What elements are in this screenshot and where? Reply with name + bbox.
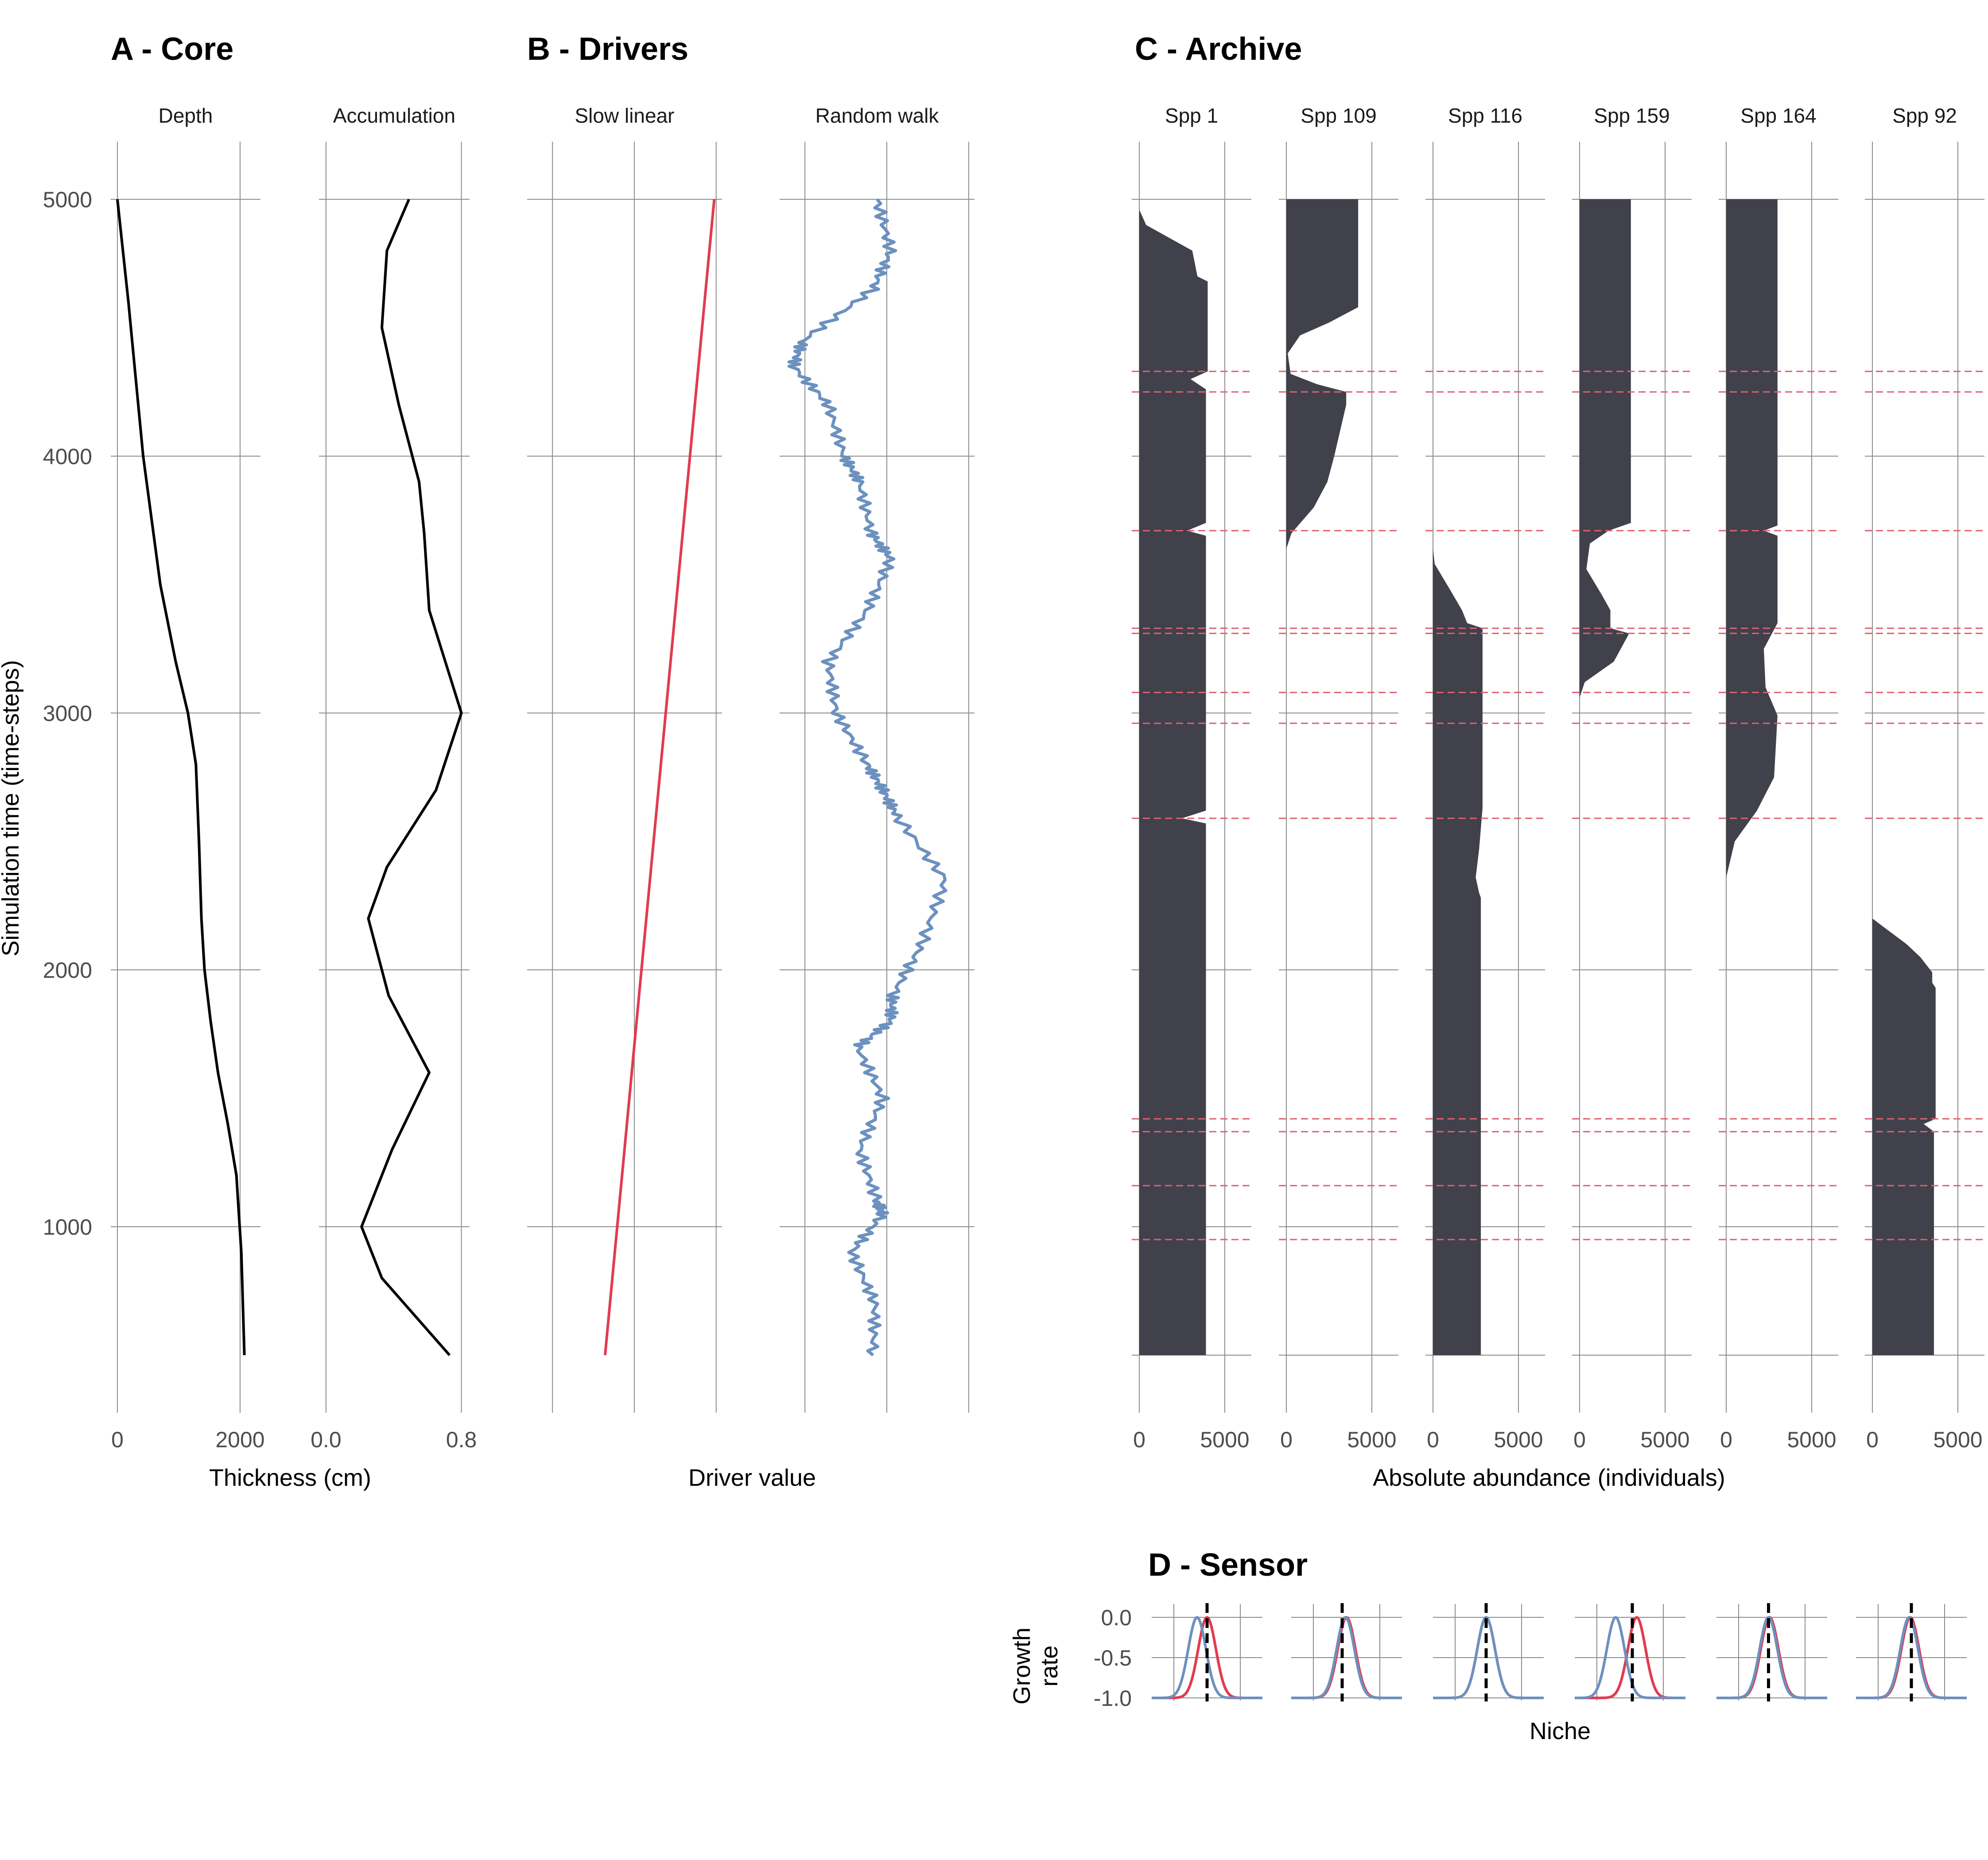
archive-spp-109-x-tick-label-0: 0 <box>1280 1427 1293 1452</box>
sensor-spp-116-curve-blue <box>1433 1616 1544 1699</box>
sensor-spp-159-curve-blue <box>1574 1616 1686 1699</box>
sensor-y-tick-label-1: -0.5 <box>1094 1646 1132 1670</box>
archive-spp-159-x-tick-label-1: 5000 <box>1640 1427 1689 1452</box>
sensor-spp-164-curve-blue <box>1716 1616 1828 1699</box>
drivers-slow-linear-strip-label: Slow linear <box>575 104 675 127</box>
archive-spp-1-x-tick-label-0: 0 <box>1133 1427 1145 1452</box>
sensor-x-axis-title: Niche <box>1530 1718 1591 1744</box>
archive-spp-109-abundance-area <box>1286 199 1359 549</box>
archive-spp-116-x-tick-label-1: 5000 <box>1494 1427 1543 1452</box>
archive-x-axis-title: Absolute abundance (individuals) <box>1373 1465 1725 1491</box>
core-x-axis-title: Thickness (cm) <box>209 1465 371 1491</box>
core-accumulation-x-tick-label-0: 0.0 <box>311 1427 342 1452</box>
sensor-panel-title: D - Sensor <box>1148 1547 1308 1583</box>
core-depth-x-tick-label-0: 0 <box>111 1427 124 1452</box>
archive-spp-92-x-tick-label-0: 0 <box>1866 1427 1879 1452</box>
y-tick-label-2000: 2000 <box>43 958 92 983</box>
core-depth-line <box>116 199 246 1356</box>
archive-spp-1-strip-label: Spp 1 <box>1165 104 1218 127</box>
archive-spp-92-abundance-area <box>1872 918 1936 1355</box>
y-tick-label-5000: 5000 <box>43 187 92 212</box>
archive-spp-92-strip-label: Spp 92 <box>1892 104 1957 127</box>
core-accumulation-x-tick-label-1: 0.8 <box>446 1427 477 1452</box>
y-tick-label-1000: 1000 <box>43 1215 92 1240</box>
drivers-x-axis-title: Driver value <box>688 1465 816 1491</box>
core-accumulation-strip-label: Accumulation <box>333 104 455 127</box>
y-axis-title: Simulation time (time-steps) <box>0 660 24 956</box>
archive-spp-116-strip-label: Spp 116 <box>1448 104 1522 127</box>
sensor-y-tick-label-0: 0.0 <box>1101 1605 1132 1630</box>
archive-spp-159-abundance-area <box>1580 199 1631 698</box>
core-depth-x-tick-label-1: 2000 <box>215 1427 264 1452</box>
y-tick-label-4000: 4000 <box>43 444 92 469</box>
sensor-spp-109-curve-blue <box>1291 1616 1402 1699</box>
archive-spp-109-x-tick-label-1: 5000 <box>1347 1427 1396 1452</box>
plot-layers: 5000 4000 3000 2000 1000 Depth 0 2000 Accumulati… <box>43 104 1984 1711</box>
archive-spp-164-strip-label: Spp 164 <box>1740 104 1816 127</box>
archive-spp-164-x-tick-label-1: 5000 <box>1787 1427 1836 1452</box>
archive-spp-1-abundance-area <box>1139 199 1208 1355</box>
archive-spp-159-strip-label: Spp 159 <box>1594 104 1670 127</box>
sensor-y-tick-label-2: -1.0 <box>1094 1686 1132 1711</box>
archive-spp-109-strip-label: Spp 109 <box>1301 104 1376 127</box>
core-depth-strip-label: Depth <box>159 104 213 127</box>
sensor-y-axis-title-line1: Growth <box>1009 1628 1035 1705</box>
archive-panel-title: C - Archive <box>1135 31 1302 67</box>
sensor-y-axis-title-line2: rate <box>1036 1645 1063 1686</box>
archive-spp-116-abundance-area <box>1433 548 1483 1355</box>
archive-spp-159-x-tick-label-0: 0 <box>1573 1427 1586 1452</box>
core-panel-title: A - Core <box>111 31 233 67</box>
core-accumulation-line <box>360 198 463 1356</box>
y-tick-label-3000: 3000 <box>43 701 92 726</box>
archive-spp-164-x-tick-label-0: 0 <box>1720 1427 1732 1452</box>
drivers-random-walk-strip-label: Random walk <box>815 104 940 127</box>
archive-spp-1-x-tick-label-1: 5000 <box>1200 1427 1249 1452</box>
archive-spp-92-x-tick-label-1: 5000 <box>1933 1427 1982 1452</box>
drivers-random-walk-line <box>787 198 947 1356</box>
archive-spp-116-x-tick-label-0: 0 <box>1427 1427 1439 1452</box>
drivers-panel-title: B - Drivers <box>527 31 688 67</box>
archive-spp-164-abundance-area <box>1726 199 1778 878</box>
drivers-slow-linear-line <box>604 199 716 1356</box>
